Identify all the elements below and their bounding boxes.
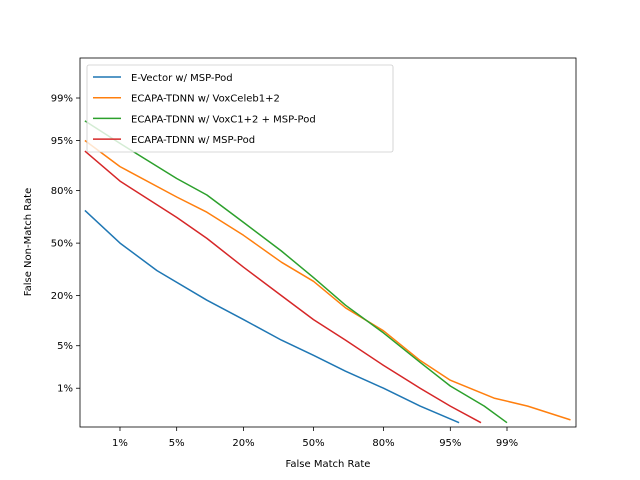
plot-frame — [79, 57, 577, 428]
series-layer — [84, 120, 571, 424]
legend-label: E-Vector w/ MSP-Pod — [131, 73, 233, 84]
x-tick-label: 20% — [232, 438, 254, 449]
series-line-4 — [84, 150, 482, 424]
x-tick-label: 1% — [112, 438, 128, 449]
y-tick-label: 5% — [57, 341, 73, 352]
y-tick-label: 20% — [51, 291, 73, 302]
legend: E-Vector w/ MSP-Pod ECAPA-TDNN w/ VoxCele… — [86, 64, 394, 153]
series-line-3 — [84, 120, 508, 424]
legend-box — [86, 64, 394, 153]
x-tick-label: 5% — [169, 438, 185, 449]
y-tick-label: 95% — [51, 136, 73, 147]
x-tick-label: 95% — [439, 438, 461, 449]
series-line-1 — [84, 209, 460, 424]
x-tick-label: 99% — [496, 438, 518, 449]
x-axis-ticks: 1% 5% 20% 50% 80% 95% 99% — [112, 427, 518, 449]
y-tick-label: 80% — [51, 186, 73, 197]
x-axis-label: False Match Rate — [286, 459, 371, 470]
legend-label: ECAPA-TDNN w/ VoxC1+2 + MSP-Pod — [131, 114, 316, 125]
y-tick-label: 1% — [57, 384, 73, 395]
y-tick-label: 99% — [51, 94, 73, 105]
y-axis-label: False Non-Match Rate — [23, 188, 34, 296]
legend-label: ECAPA-TDNN w/ MSP-Pod — [131, 135, 255, 146]
series-line-2 — [84, 139, 571, 421]
x-tick-label: 80% — [372, 438, 394, 449]
legend-label: ECAPA-TDNN w/ VoxCeleb1+2 — [131, 94, 280, 105]
x-tick-label: 50% — [302, 438, 324, 449]
y-axis-ticks: 1% 5% 20% 50% 80% 95% 99% — [51, 94, 80, 395]
y-tick-label: 50% — [51, 239, 73, 250]
